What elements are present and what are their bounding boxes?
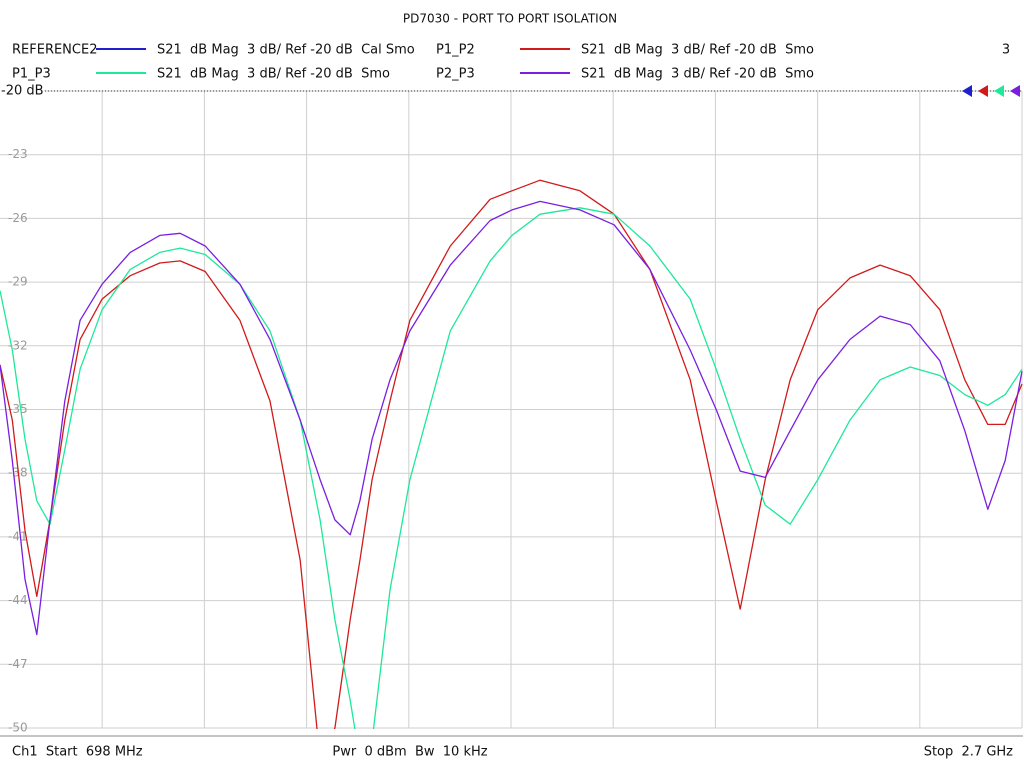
- reference-label: -20 dB: [1, 84, 44, 99]
- trace: [0, 200, 1023, 636]
- y-tick-label: -29: [8, 275, 28, 289]
- y-tick-label: -47: [8, 657, 28, 671]
- legend-name: P1_P3: [12, 67, 51, 82]
- legend-name: REFERENCE2: [12, 43, 97, 58]
- legend-name: P2_P3: [436, 67, 475, 82]
- channel-number: 3: [1002, 43, 1010, 58]
- legend-description: S21 dB Mag 3 dB/ Ref -20 dB Smo: [157, 67, 390, 82]
- chart-title: PD7030 - PORT TO PORT ISOLATION: [403, 12, 617, 26]
- y-tick-label: -26: [8, 211, 28, 225]
- reference-label-bg: [0, 83, 44, 97]
- reference-marker: [978, 85, 988, 97]
- y-tick-label: -35: [8, 402, 28, 416]
- legend-description: S21 dB Mag 3 dB/ Ref -20 dB Smo: [581, 67, 814, 82]
- footer-power: Pwr 0 dBm Bw 10 kHz: [332, 745, 487, 760]
- y-tick-label: -41: [8, 529, 28, 543]
- reference-marker: [1010, 85, 1020, 97]
- legend-description: S21 dB Mag 3 dB/ Ref -20 dB Cal Smo: [157, 43, 415, 58]
- reference-marker: [962, 85, 972, 97]
- legend-name: P1_P2: [436, 43, 475, 58]
- y-tick-label: -50: [8, 721, 28, 735]
- trace: [0, 179, 1023, 729]
- trace: [0, 207, 1023, 729]
- reference-marker: [994, 85, 1004, 97]
- footer-stop: Stop 2.7 GHz: [924, 745, 1013, 760]
- footer-start: Ch1 Start 698 MHz: [12, 745, 143, 760]
- y-tick-label: -23: [8, 147, 28, 161]
- legend-description: S21 dB Mag 3 dB/ Ref -20 dB Smo: [581, 43, 814, 58]
- plot-area: [0, 179, 1023, 729]
- y-tick-label: -32: [8, 338, 28, 352]
- y-tick-label: -44: [8, 593, 28, 607]
